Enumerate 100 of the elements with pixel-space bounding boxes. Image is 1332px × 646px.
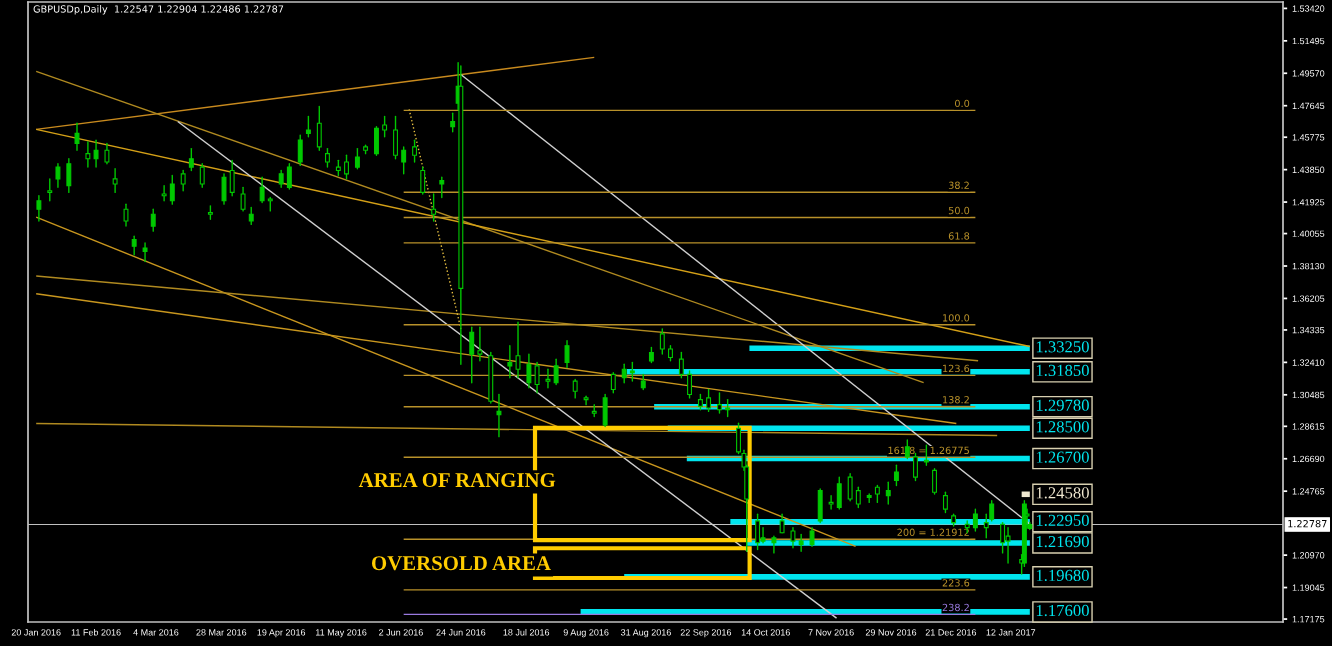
series-label: 138.2 <box>943 396 969 404</box>
candlestick <box>771 535 777 554</box>
candlestick <box>678 351 684 379</box>
x-tick-label: 14 Oct 2016 <box>741 629 790 636</box>
candlestick <box>847 473 853 502</box>
candlestick <box>297 134 303 167</box>
y-tick-label: 1.40055 <box>1292 230 1325 237</box>
series-label: 1.21690 <box>1036 535 1089 548</box>
candlestick <box>515 321 521 379</box>
y-tick-label: 1.53420 <box>1292 5 1325 12</box>
candlestick <box>142 242 148 263</box>
x-tick-label: 22 Sep 2016 <box>680 629 732 638</box>
candlestick <box>112 168 118 194</box>
y-tick-label: 1.30485 <box>1292 391 1325 399</box>
series-label: 1.29780 <box>1036 399 1089 411</box>
x-tick-label: 4 Mar 2016 <box>133 629 179 636</box>
y-tick-label: 1.49570 <box>1292 70 1325 77</box>
candlestick <box>85 141 91 168</box>
series-label: 1.26700 <box>1036 451 1089 463</box>
candlestick <box>477 326 483 362</box>
candlestick <box>221 173 227 205</box>
candlestick <box>123 203 129 227</box>
x-tick-label: 29 Nov 2016 <box>865 629 917 636</box>
y-tick-label: 1.19045 <box>1292 584 1325 591</box>
x-tick-label: 11 May 2016 <box>315 629 367 638</box>
y-tick-label: 1.17175 <box>1292 616 1325 623</box>
x-tick-label: 12 Jan 2017 <box>986 629 1036 636</box>
y-tick-label: 1.32410 <box>1292 359 1325 366</box>
candlestick <box>344 154 349 180</box>
candlestick <box>104 142 110 165</box>
y-tick-label: 1.38130 <box>1292 262 1325 270</box>
series-label: 1.33250 <box>1036 341 1089 353</box>
candlestick <box>36 195 42 222</box>
candlestick <box>836 476 842 510</box>
x-tick-label: 18 Jul 2016 <box>503 628 550 636</box>
y-tick-label: 1.47645 <box>1292 102 1325 110</box>
candlestick <box>553 358 559 386</box>
candlestick <box>169 174 175 205</box>
candlestick <box>790 526 796 549</box>
y-tick-label: 1.36205 <box>1292 295 1325 302</box>
candlestick <box>507 345 513 379</box>
candlestick <box>989 500 995 522</box>
candlestick <box>942 491 948 514</box>
candlestick <box>972 508 978 532</box>
series-label: 100.0 <box>943 314 970 322</box>
candlestick <box>706 388 712 413</box>
candlestick <box>286 163 292 190</box>
annotation: OVERSOLD AREA <box>371 556 551 571</box>
candlestick <box>47 178 53 202</box>
candlestick <box>74 122 80 151</box>
candlestick <box>779 513 785 534</box>
series-label: 0.0 <box>955 99 970 108</box>
candlestick <box>188 147 194 172</box>
candlestick <box>545 368 551 389</box>
candlestick <box>885 481 891 505</box>
ref-line-label: 1.22787 <box>1288 519 1327 528</box>
candlestick <box>469 326 475 384</box>
candlestick <box>610 371 616 394</box>
candlestick <box>161 184 167 202</box>
candlestick <box>412 139 418 163</box>
series-label: 1.17600 <box>1036 604 1089 617</box>
candlestick <box>382 115 388 138</box>
candlestick <box>180 169 186 192</box>
candlestick <box>583 395 589 406</box>
y-tick-label: 1.41925 <box>1292 199 1325 206</box>
series-label: 238.2 <box>942 603 969 612</box>
y-tick-label: 1.51495 <box>1292 37 1325 45</box>
candlestick <box>324 147 330 168</box>
series-label: 1.31850 <box>1036 364 1089 377</box>
candlestick <box>450 112 456 133</box>
y-tick-label: 1.45775 <box>1292 134 1325 141</box>
y-tick-label: 1.34335 <box>1292 326 1325 334</box>
candlestick <box>983 513 989 539</box>
candlestick <box>572 378 578 399</box>
candlestick <box>496 393 502 438</box>
series-label: 38.2 <box>948 181 969 189</box>
chart-title: GBPUSDp,Daily 1.22547 1.22904 1.22486 1.22787 <box>33 5 284 15</box>
candlestick <box>798 533 804 552</box>
candlestick <box>439 176 445 199</box>
candlestick <box>199 163 205 189</box>
series-label: 50.0 <box>948 206 970 215</box>
series-label: 1.24580 <box>1036 487 1089 499</box>
candlestick <box>687 370 692 399</box>
candlestick <box>66 157 72 194</box>
x-tick-label: 19 Apr 2016 <box>257 629 306 638</box>
series-label: 223.6 <box>942 579 970 587</box>
candlestick <box>305 115 311 138</box>
candlestick <box>736 422 741 455</box>
candlestick <box>893 464 899 487</box>
candlestick <box>316 105 322 151</box>
x-tick-label: 2 Jun 2016 <box>379 629 423 636</box>
y-tick-label: 1.28615 <box>1292 423 1325 430</box>
candlestick <box>229 159 235 197</box>
candlestick <box>534 361 540 394</box>
x-tick-label: 9 Aug 2016 <box>563 629 609 638</box>
annotation: AREA OF RANGING <box>358 473 556 488</box>
candlestick <box>259 176 265 204</box>
candlestick <box>564 339 570 369</box>
series-label: 123.6 <box>943 364 970 373</box>
candlestick <box>93 139 99 168</box>
